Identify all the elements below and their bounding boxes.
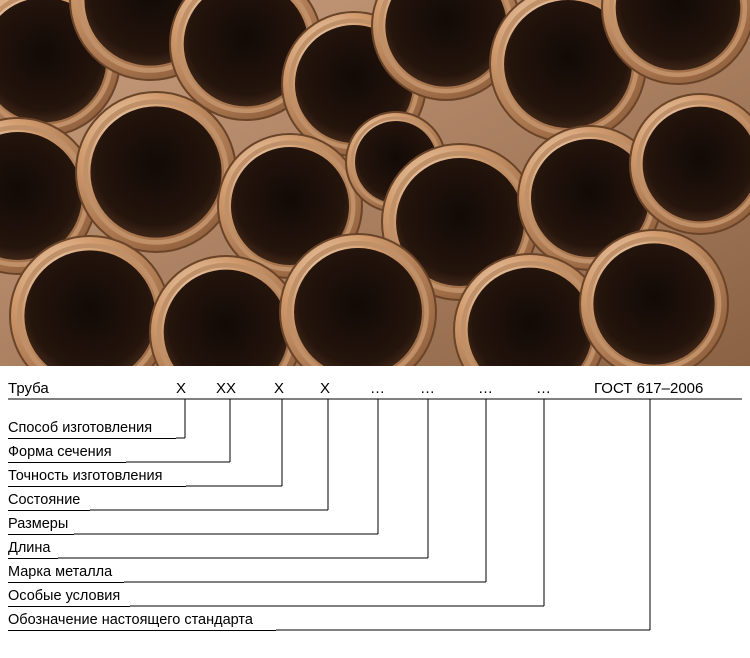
designation-diagram: Труба ГОСТ 617–2006 XXXXX………… Способ изг… [0, 366, 750, 658]
pipes-illustration [0, 0, 750, 366]
spec-row: Труба ГОСТ 617–2006 XXXXX………… [8, 380, 742, 400]
label-row-2: Точность изготовления [8, 467, 186, 487]
label-row-4: Размеры [8, 515, 74, 535]
label-row-3: Состояние [8, 491, 90, 511]
label-text-4: Размеры [8, 516, 74, 535]
label-text-3: Состояние [8, 492, 90, 511]
label-text-1: Форма сечения [8, 444, 126, 463]
label-row-6: Марка металла [8, 563, 124, 583]
spec-placeholder-2: X [274, 380, 284, 397]
spec-product-label: Труба [8, 380, 49, 397]
label-text-5: Длина [8, 540, 58, 559]
spec-placeholder-1: XX [216, 380, 236, 397]
spec-placeholder-7: … [536, 380, 551, 397]
spec-placeholder-4: … [370, 380, 385, 397]
label-row-0: Способ изготовления [8, 419, 176, 439]
label-row-1: Форма сечения [8, 443, 126, 463]
spec-placeholder-5: … [420, 380, 435, 397]
label-row-8: Обозначение настоящего стандарта [8, 611, 276, 631]
label-text-0: Способ изготовления [8, 420, 176, 439]
spec-placeholder-0: X [176, 380, 186, 397]
label-text-8: Обозначение настоящего стандарта [8, 612, 276, 631]
label-text-7: Особые условия [8, 588, 130, 607]
label-text-2: Точность изготовления [8, 468, 186, 487]
label-row-5: Длина [8, 539, 58, 559]
label-row-7: Особые условия [8, 587, 130, 607]
spec-standard-label: ГОСТ 617–2006 [594, 380, 703, 397]
spec-placeholder-6: … [478, 380, 493, 397]
label-text-6: Марка металла [8, 564, 124, 583]
spec-placeholder-3: X [320, 380, 330, 397]
hero-image [0, 0, 750, 366]
